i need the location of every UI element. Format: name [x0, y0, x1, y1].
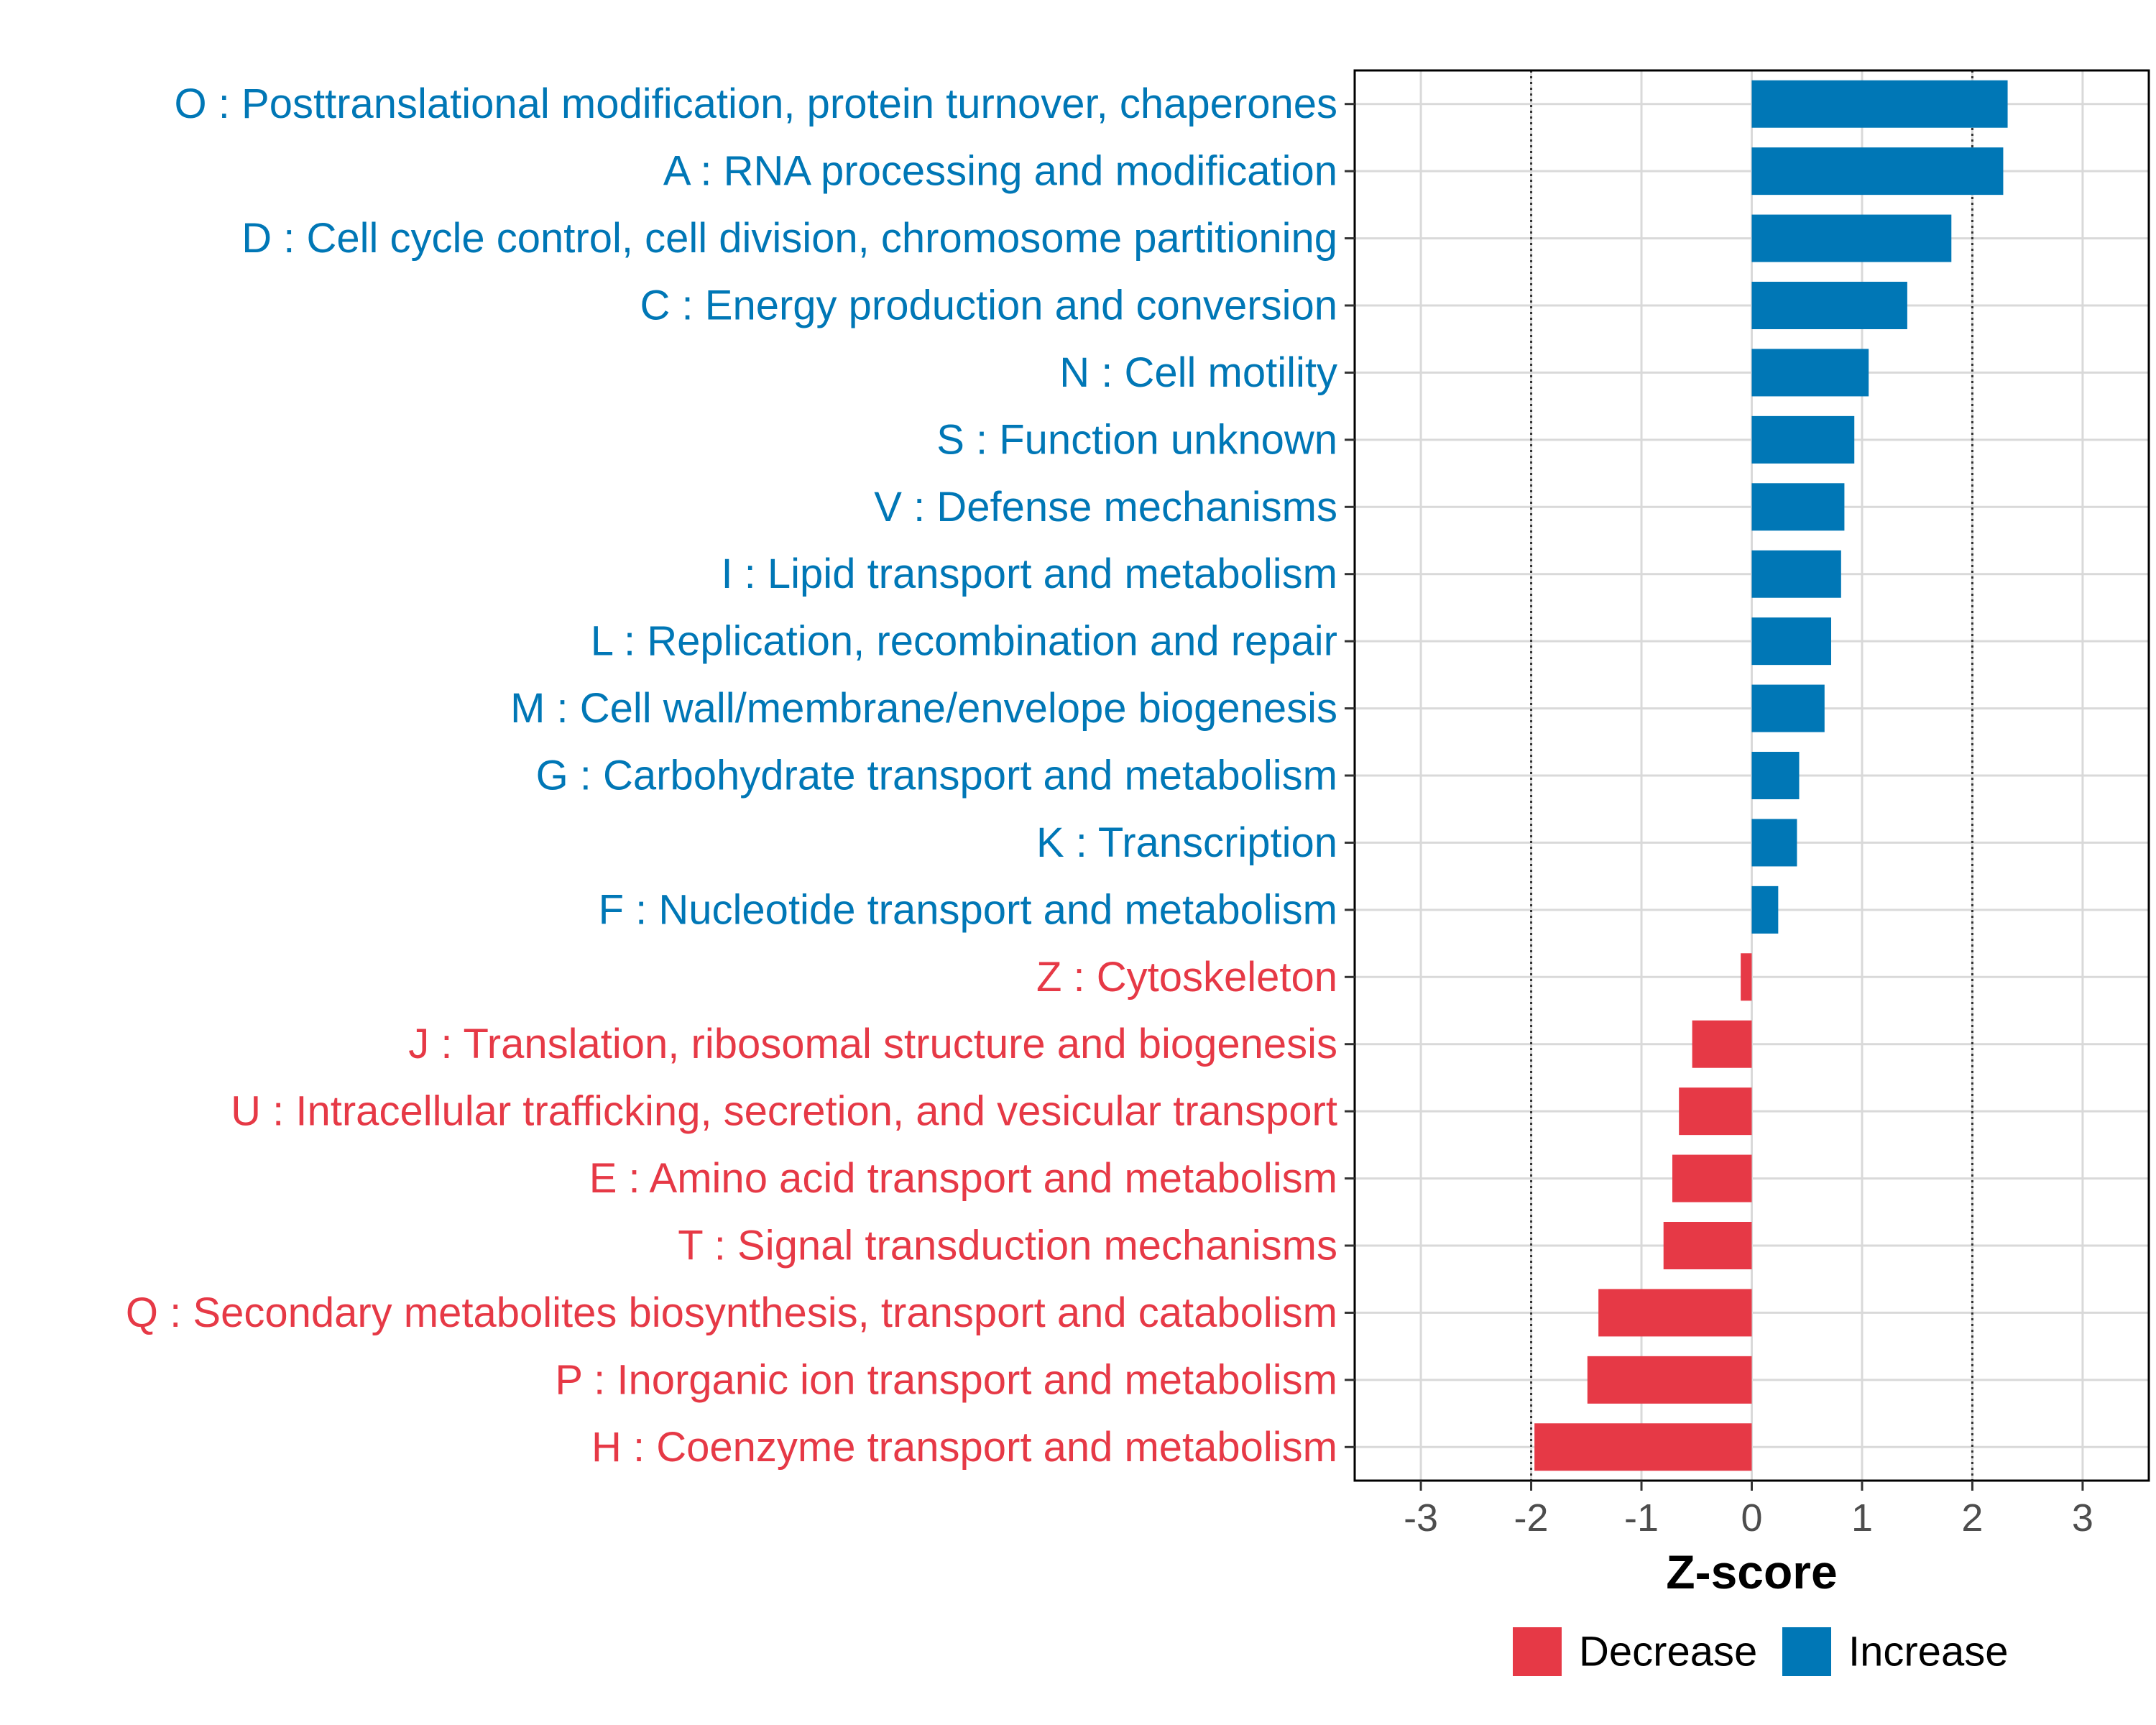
category-label: U : Intracellular trafficking, secretion…: [231, 1088, 1337, 1135]
category-label: Q : Secondary metabolites biosynthesis, …: [126, 1289, 1337, 1336]
bar: [1751, 617, 1831, 666]
category-label: O : Posttranslational modification, prot…: [175, 80, 1337, 127]
bar: [1672, 1154, 1752, 1202]
bar: [1751, 349, 1869, 397]
category-label: N : Cell motility: [1059, 349, 1337, 396]
category-label: C : Energy production and conversion: [640, 282, 1337, 329]
x-axis-title: Z-score: [1666, 1545, 1837, 1598]
category-label: A : RNA processing and modification: [663, 148, 1337, 195]
bar: [1534, 1423, 1752, 1471]
bar: [1587, 1356, 1752, 1404]
x-tick-label: -3: [1404, 1496, 1438, 1540]
x-tick-label: 2: [1961, 1496, 1983, 1540]
x-tick-label: -2: [1514, 1496, 1549, 1540]
bar: [1751, 214, 1952, 262]
x-axis-ticks: -3 -2 -1 0 1 2 3: [1404, 1481, 2093, 1540]
bar: [1751, 819, 1797, 867]
category-label: I : Lipid transport and metabolism: [721, 551, 1337, 597]
bar: [1751, 80, 2008, 128]
category-label: E : Amino acid transport and metabolism: [589, 1155, 1337, 1202]
category-label: J : Translation, ribosomal structure and…: [408, 1021, 1337, 1067]
y-axis-ticks: [1345, 103, 1355, 1448]
bar: [1751, 550, 1841, 598]
y-axis-category-labels: O : Posttranslational modification, prot…: [126, 80, 1337, 1471]
legend-label: Increase: [1848, 1629, 2008, 1675]
category-label: V : Defense mechanisms: [874, 484, 1337, 530]
x-tick-label: 0: [1741, 1496, 1762, 1540]
bar: [1679, 1087, 1752, 1136]
bar: [1751, 282, 1907, 329]
bar: [1692, 1020, 1752, 1068]
x-tick-label: -1: [1624, 1496, 1659, 1540]
category-label: Z : Cytoskeleton: [1036, 954, 1337, 1000]
category-label: T : Signal transduction mechanisms: [678, 1223, 1337, 1269]
bar: [1751, 886, 1779, 934]
category-label: D : Cell cycle control, cell division, c…: [241, 215, 1337, 262]
category-label: M : Cell wall/membrane/envelope biogenes…: [510, 685, 1337, 732]
bar: [1751, 752, 1800, 799]
legend-swatch: [1513, 1627, 1562, 1676]
category-label: L : Replication, recombination and repai…: [591, 618, 1337, 665]
bar: [1741, 953, 1752, 1001]
bars: [1534, 80, 2008, 1471]
category-label: K : Transcription: [1036, 819, 1337, 866]
category-label: H : Coenzyme transport and metabolism: [591, 1424, 1337, 1471]
x-tick-label: 3: [2072, 1496, 2093, 1540]
legend: Decrease Increase: [1513, 1627, 2008, 1676]
bar: [1598, 1289, 1752, 1337]
category-label: S : Function unknown: [936, 416, 1337, 463]
category-label: G : Carbohydrate transport and metabolis…: [536, 753, 1337, 799]
bar: [1663, 1222, 1752, 1269]
legend-swatch: [1782, 1627, 1831, 1676]
legend-label: Decrease: [1579, 1629, 1757, 1675]
bar: [1751, 483, 1845, 531]
category-label: P : Inorganic ion transport and metaboli…: [555, 1356, 1337, 1403]
bar: [1751, 415, 1855, 464]
category-label: F : Nucleotide transport and metabolism: [599, 886, 1337, 933]
bar: [1751, 147, 2004, 196]
bar: [1751, 684, 1825, 732]
x-tick-label: 1: [1851, 1496, 1873, 1540]
